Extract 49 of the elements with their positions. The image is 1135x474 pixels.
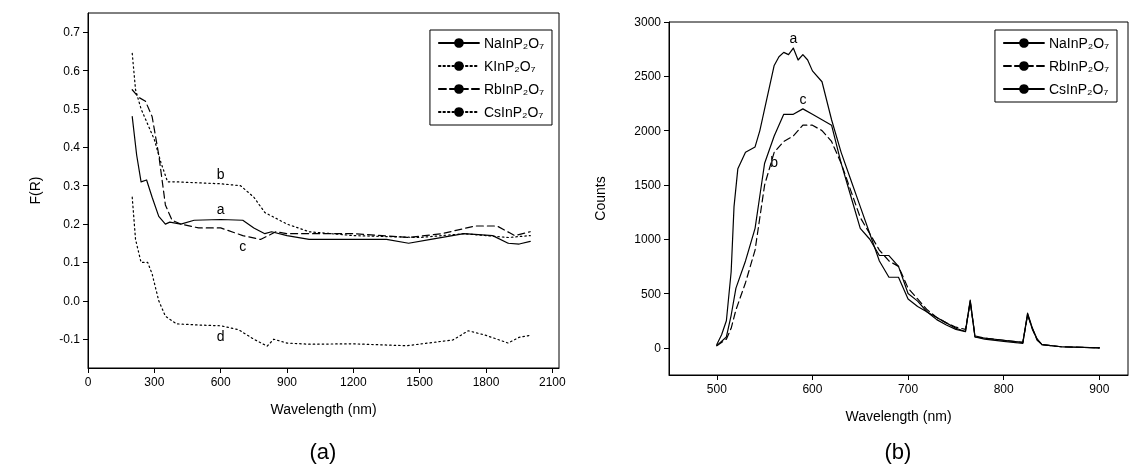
y-tick-label: 500 xyxy=(640,286,662,301)
annotation: b xyxy=(216,165,225,182)
y-axis-title: F(R) xyxy=(27,176,43,205)
legend-label: RbInP₂O₇ xyxy=(1048,58,1110,74)
x-tick-label: 900 xyxy=(277,375,298,389)
x-tick-label: 600 xyxy=(802,382,823,396)
y-tick-label: 0.7 xyxy=(63,25,81,40)
legend-label: CsInP₂O₇ xyxy=(483,104,544,120)
y-tick-label: 3000 xyxy=(634,15,662,29)
y-tick-label: 0.1 xyxy=(63,255,81,270)
y-tick-label: 0.3 xyxy=(63,178,81,193)
y-tick-label: 0.5 xyxy=(63,101,81,116)
x-tick-label: 1200 xyxy=(340,375,368,389)
y-tick-label: 0.0 xyxy=(63,293,81,308)
x-tick-label: 300 xyxy=(144,375,165,389)
y-tick-label: 0.4 xyxy=(63,140,81,155)
x-axis-title: Wavelength (nm) xyxy=(270,401,377,417)
annotation: c xyxy=(239,237,247,254)
x-tick-label: 500 xyxy=(706,382,728,396)
x-tick-label: 1800 xyxy=(472,375,500,389)
y-tick-label: 0.6 xyxy=(63,63,81,78)
y-tick-label: -0.1 xyxy=(59,332,81,347)
annotation: c xyxy=(799,90,807,107)
text: (b) xyxy=(884,438,912,464)
x-tick-label: 700 xyxy=(898,382,919,396)
x-tick-label: 800 xyxy=(993,382,1015,396)
legend-label: NaInP₂O₇ xyxy=(1048,35,1110,51)
x-tick-label: 600 xyxy=(210,375,232,389)
legend-label: NaInP₂O₇ xyxy=(483,35,545,51)
text: (a) xyxy=(309,438,337,464)
y-tick-label: 2000 xyxy=(634,123,662,138)
annotation: b xyxy=(770,154,779,171)
legend-label: KInP₂O₇ xyxy=(483,58,536,74)
y-axis-title: Counts xyxy=(592,176,608,221)
y-tick-label: 1000 xyxy=(634,232,662,247)
x-tick-label: 2100 xyxy=(539,375,567,389)
y-tick-label: 0 xyxy=(654,340,662,355)
legend-label: CsInP₂O₇ xyxy=(1048,81,1109,97)
x-tick-label: 1500 xyxy=(406,375,434,389)
annotation: d xyxy=(216,327,225,344)
y-tick-label: 1500 xyxy=(634,177,662,192)
y-tick-label: 0.2 xyxy=(63,217,81,232)
x-tick-label: 900 xyxy=(1089,382,1110,396)
annotation: a xyxy=(216,201,225,218)
x-tick-label: 0 xyxy=(84,375,92,389)
y-tick-label: 2500 xyxy=(634,69,662,84)
annotation: a xyxy=(789,30,798,47)
legend-label: RbInP₂O₇ xyxy=(483,81,545,97)
x-axis-title: Wavelength (nm) xyxy=(845,408,952,424)
